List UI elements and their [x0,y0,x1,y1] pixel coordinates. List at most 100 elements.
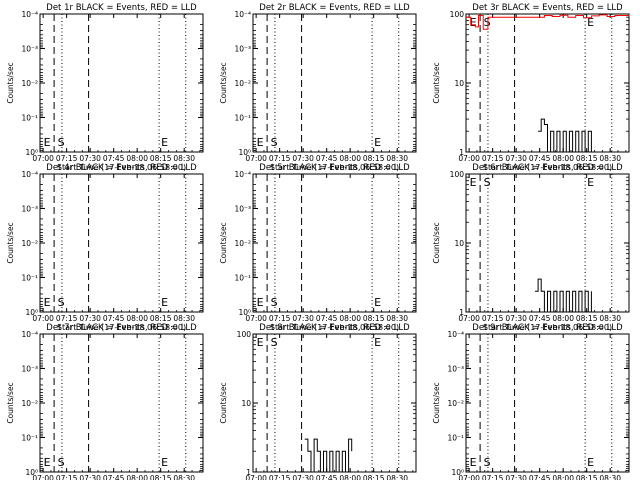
marker-label: E [587,176,594,189]
x-tick-label: 08:30 [599,474,621,480]
y-axis-label: Counts/sec [432,62,441,103]
x-tick-label: 07:15 [482,474,504,480]
x-tick-label: 08:30 [386,314,408,323]
panel-title: Det 8r BLACK = Events, RED = LLD [259,323,410,333]
marker-label: E [374,296,381,309]
x-tick-label: 08:15 [576,154,598,163]
y-tick-label: 10⁻⁴ [21,330,38,339]
x-tick-label: 07:15 [269,314,291,323]
y-tick-label: 10⁻² [21,399,38,408]
x-tick-label: 08:30 [386,154,408,163]
y-tick-label: 100 [450,170,465,179]
panel-title: Det 4r BLACK = Events, RED = LLD [46,163,197,173]
y-tick-label: 10⁻¹ [447,434,464,443]
y-tick-label: 10⁻¹ [234,274,251,283]
plot-frame [39,173,204,313]
marker-label: S [484,456,491,469]
y-tick-label: 10⁰ [25,468,38,477]
x-tick-label: 07:00 [32,474,54,480]
marker-label: E [470,456,477,469]
detector-panel-1: Det 1r BLACK = Events, RED = LLD 07:00 07:… [6,3,204,172]
y-tick-label: 10⁰ [451,468,464,477]
events-series-line [538,118,592,153]
panel-title: Det 7r BLACK = Events, RED = LLD [46,323,197,333]
x-tick-label: 07:45 [103,154,125,163]
x-tick-label: 07:30 [292,154,314,163]
x-tick-label: 08:15 [363,314,385,323]
x-tick-label: 08:00 [339,154,361,163]
x-tick-label: 07:30 [79,474,101,480]
y-tick-label: 10⁰ [25,308,38,317]
marker-label: S [58,296,65,309]
x-tick-label: 08:00 [126,314,148,323]
marker-label: S [271,296,278,309]
y-tick-label: 10⁰ [238,148,251,157]
y-axis-label: Counts/sec [219,382,228,423]
lld-series-line [466,14,630,30]
marker-label: E [257,296,264,309]
y-tick-label: 10⁻¹ [234,114,251,123]
plot-frame [252,13,417,153]
x-tick-label: 07:30 [292,314,314,323]
plot-frame [252,173,417,313]
x-axis-label: Start Time (17-Feb-18 06:58:00) [270,163,399,172]
x-tick-label: 08:30 [173,314,195,323]
marker-label: E [44,296,51,309]
x-axis-label: Start Time (17-Feb-18 06:58:00) [483,163,612,172]
x-tick-label: 07:00 [32,314,54,323]
panel-title: Det 2r BLACK = Events, RED = LLD [259,3,410,13]
marker-label: S [484,176,491,189]
x-axis-label: Start Time (17-Feb-18 06:58:00) [57,163,186,172]
y-tick-label: 10⁻² [234,79,251,88]
x-tick-label: 08:15 [150,154,172,163]
marker-label: S [58,136,65,149]
panel-title: Det 1r BLACK = Events, RED = LLD [46,3,197,13]
x-tick-label: 08:15 [150,474,172,480]
x-tick-label: 07:00 [32,154,54,163]
y-tick-label: 10⁻⁴ [234,10,251,19]
x-tick-label: 07:45 [529,154,551,163]
y-tick-label: 10⁻³ [234,205,251,214]
x-tick-label: 08:15 [150,314,172,323]
y-tick-label: 10 [454,79,464,88]
x-tick-label: 07:00 [458,154,480,163]
x-tick-label: 08:15 [576,474,598,480]
x-tick-label: 08:30 [173,474,195,480]
y-axis-label: Counts/sec [219,222,228,263]
plot-frame [465,333,630,473]
x-tick-label: 07:30 [505,314,527,323]
x-tick-label: 08:30 [599,154,621,163]
x-tick-label: 07:45 [529,474,551,480]
marker-label: E [257,336,264,349]
x-tick-label: 07:15 [56,314,78,323]
y-tick-label: 10 [454,239,464,248]
panel-title: Det 6r BLACK = Events, RED = LLD [472,163,623,173]
y-axis-label: Counts/sec [432,382,441,423]
x-axis-label: Start Time (17-Feb-18 06:58:00) [270,323,399,332]
x-tick-label: 08:00 [552,314,574,323]
plot-frame [252,333,417,473]
x-tick-label: 07:30 [79,314,101,323]
events-series-line [535,278,592,313]
x-tick-label: 07:45 [529,314,551,323]
marker-label: E [374,336,381,349]
marker-label: E [587,456,594,469]
y-tick-label: 10⁻⁴ [21,10,38,19]
x-tick-label: 07:45 [316,154,338,163]
plot-frame [39,13,204,153]
x-tick-label: 08:15 [576,314,598,323]
y-tick-label: 10⁻³ [21,365,38,374]
marker-label: S [58,456,65,469]
y-tick-label: 10⁻⁴ [234,170,251,179]
x-tick-label: 07:00 [245,474,267,480]
x-tick-label: 07:15 [269,474,291,480]
marker-label: E [587,16,594,29]
y-tick-label: 10 [241,399,251,408]
x-tick-label: 07:15 [269,154,291,163]
y-tick-label: 10⁻⁴ [447,330,464,339]
